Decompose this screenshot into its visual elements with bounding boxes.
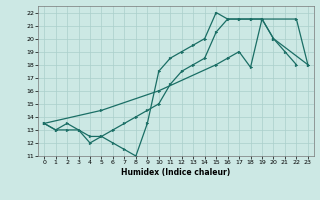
X-axis label: Humidex (Indice chaleur): Humidex (Indice chaleur) — [121, 168, 231, 177]
